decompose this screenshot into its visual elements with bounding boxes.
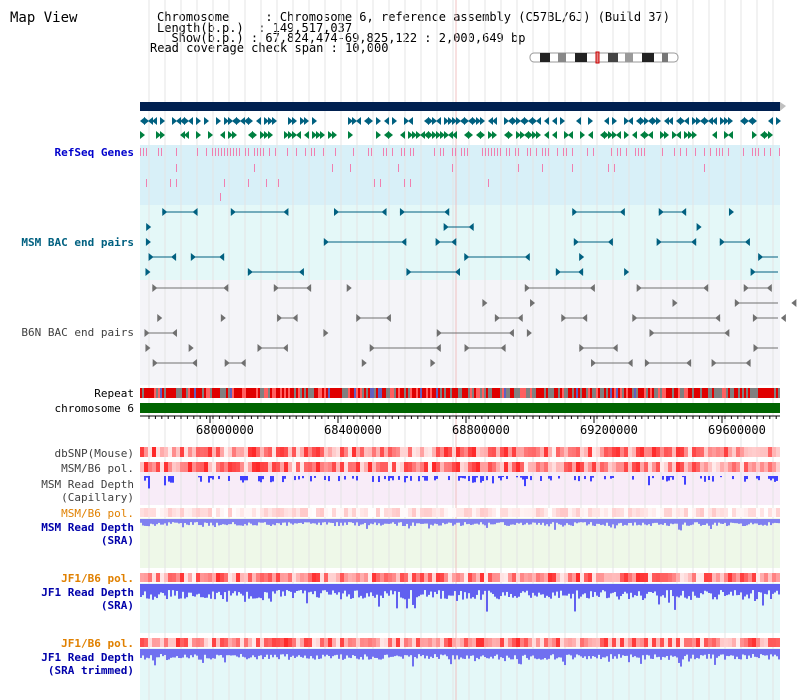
msm-cap-track-bg xyxy=(140,470,780,505)
page-title: Map View xyxy=(10,10,78,26)
jf1-depth-sra-label-2: (SRA) xyxy=(100,599,134,612)
msm-depth-sra-label-1[interactable]: MSM Read Depth xyxy=(41,521,134,534)
chromosome-info: Chromosome : Chromosome 6, reference ass… xyxy=(157,10,670,24)
refseq-track-bg xyxy=(140,145,780,205)
axis-ticks xyxy=(148,416,777,423)
jf1-depth-sra-label-1[interactable]: JF1 Read Depth xyxy=(41,586,134,599)
depth-tracks[interactable] xyxy=(140,476,780,667)
msm-pol-label-2[interactable]: MSM/B6 pol. xyxy=(61,507,134,520)
dbsnp-label[interactable]: dbSNP(Mouse) xyxy=(54,447,134,460)
refseq-genes-track[interactable] xyxy=(140,117,781,201)
jf1-depth-trim-label-1[interactable]: JF1 Read Depth xyxy=(41,651,134,664)
msm-pol-label-1[interactable]: MSM/B6 pol. xyxy=(61,462,134,475)
jf1-depth-trim-label-2: (SRA trimmed) xyxy=(47,664,134,677)
refseq-label[interactable]: RefSeq Genes xyxy=(54,146,134,159)
msm-depth-cap-label-1[interactable]: MSM Read Depth xyxy=(41,478,134,491)
msm-sra-track-bg xyxy=(140,518,780,568)
axis-tick-label: 68400000 xyxy=(324,423,382,437)
chromosome-bar xyxy=(140,403,780,413)
repeat-label: Repeat xyxy=(94,387,134,400)
b6n-bac-label[interactable]: B6N BAC end pairs xyxy=(21,326,134,339)
axis-tick-label: 69200000 xyxy=(580,423,638,437)
region-bar xyxy=(140,102,780,111)
msm-bac-track[interactable] xyxy=(145,208,800,276)
repeat-track[interactable] xyxy=(140,388,780,398)
msm-bac-label[interactable]: MSM BAC end pairs xyxy=(21,236,134,249)
axis-tick-label: 68800000 xyxy=(452,423,510,437)
length-info: Length(b.p.) : 149,517,037 xyxy=(157,21,353,35)
chromosome-label: chromosome 6 xyxy=(54,402,134,415)
jf1-pol-label-2[interactable]: JF1/B6 pol. xyxy=(61,637,134,650)
jf1-pol-label-1[interactable]: JF1/B6 pol. xyxy=(61,572,134,585)
msm-depth-sra-label-2: (SRA) xyxy=(100,534,134,547)
msm-depth-cap-label-2: (Capillary) xyxy=(61,491,134,504)
chromosome-ideogram[interactable] xyxy=(529,51,679,64)
axis-tick-label: 69600000 xyxy=(708,423,766,437)
polymorphism-tracks[interactable] xyxy=(140,447,780,647)
axis-tick-label: 68000000 xyxy=(196,423,254,437)
b6n-bac-track[interactable] xyxy=(144,284,800,367)
